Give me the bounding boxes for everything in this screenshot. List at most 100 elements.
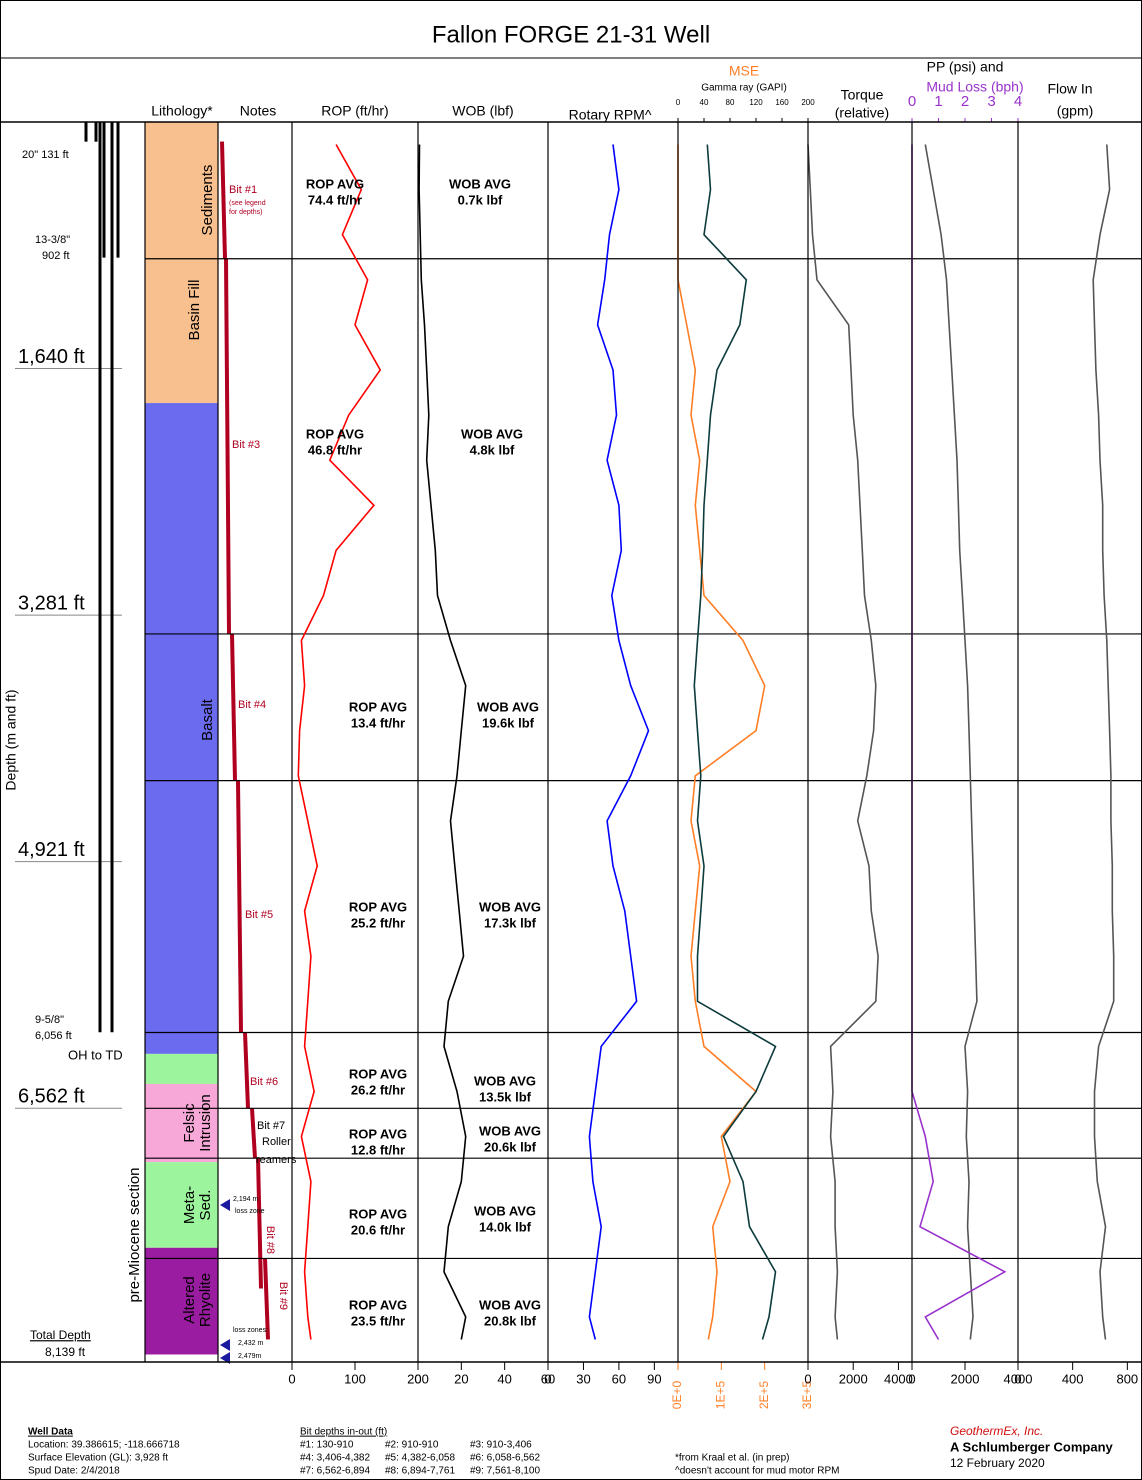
track-title: WOB (lbf)	[452, 103, 513, 119]
wob-average: 0.7k lbf	[458, 192, 503, 207]
note-text: Bit #6	[250, 1076, 278, 1088]
open-hole-label: OH to TD	[68, 1047, 123, 1062]
log-curve	[588, 144, 650, 1340]
note-text: Roller	[262, 1136, 291, 1148]
lithology-unit	[145, 1053, 218, 1084]
lithology-unit	[145, 1247, 218, 1355]
bit-depths-title: Bit depths in-out (ft)	[300, 1427, 387, 1438]
tick-label: 0	[414, 1371, 421, 1386]
rop-average: 74.4 ft/hr	[308, 192, 362, 207]
tick-label: 200	[801, 98, 815, 107]
bit-depth: #9: 7,561-8,100	[470, 1466, 540, 1477]
lithology-title: Lithology*	[151, 103, 213, 119]
track-title: Torque	[841, 87, 884, 103]
tick-label: 0	[676, 98, 681, 107]
wob-average: 17.3k lbf	[484, 915, 537, 930]
total-depth-value: 8,139 ft	[45, 1345, 86, 1359]
rop-average: 13.4 ft/hr	[351, 715, 405, 730]
loss-zone-marker	[220, 1199, 230, 1211]
bit-run	[230, 633, 237, 781]
bit-run	[236, 780, 243, 1033]
footnote: *from Kraal et al. (in prep)	[675, 1453, 790, 1464]
tick-label: 160	[775, 98, 789, 107]
bit-run	[250, 1108, 257, 1159]
well-data: Well Data	[28, 1427, 73, 1438]
bit-depth: #4: 3,406-4,382	[300, 1453, 370, 1464]
tick-label: 90	[647, 1371, 661, 1386]
bit-depth: #6: 6,058-6,562	[470, 1453, 540, 1464]
tick-label: 0	[908, 93, 916, 110]
tick-label: 1	[934, 93, 942, 110]
casing-label: 902 ft	[42, 250, 70, 262]
log-curve	[1092, 144, 1115, 1340]
bit-depth: #3: 910-3,406	[470, 1440, 532, 1451]
tick-label: 200	[407, 1371, 429, 1386]
log-curve	[297, 144, 382, 1340]
loss-zone-marker	[220, 1339, 230, 1351]
bit-run	[263, 1258, 270, 1340]
wob-average: WOB AVG	[479, 1297, 541, 1312]
tick-label: 0	[1014, 1371, 1021, 1386]
lithology-unit	[145, 1162, 218, 1248]
note-text: reamers	[256, 1154, 297, 1166]
note-text: Bit #1	[229, 184, 257, 196]
casing-label: 6,056 ft	[35, 1030, 72, 1042]
wob-average: WOB AVG	[474, 1073, 536, 1088]
well-data: Spud Date: 2/4/2018	[28, 1466, 120, 1477]
wob-average: 19.6k lbf	[482, 715, 535, 730]
lithology-label: Basalt	[199, 698, 216, 741]
tick-label: 1E+5	[714, 1380, 728, 1409]
wob-average: 20.8k lbf	[484, 1313, 537, 1328]
note-text: loss zone	[235, 1208, 265, 1215]
note-text: 2,479m	[238, 1353, 262, 1360]
bit-depth: #1: 130-910	[300, 1440, 354, 1451]
log-curve	[677, 144, 766, 1340]
rop-average: ROP AVG	[349, 1297, 407, 1312]
track-title: ROP (ft/hr)	[321, 103, 388, 119]
tick-label: 3E+5	[800, 1380, 814, 1409]
lithology-label: Basin Fill	[186, 280, 203, 341]
well-data: Location: 39.386615; -118.666718	[28, 1440, 180, 1451]
bit-run	[220, 141, 227, 259]
company: A Schlumberger Company	[950, 1439, 1114, 1454]
wob-average: 13.5k lbf	[479, 1089, 532, 1104]
lithology-label: Rhyolite	[197, 1273, 214, 1327]
rop-average: ROP AVG	[349, 699, 407, 714]
track-title: (gpm)	[1057, 103, 1094, 119]
tick-label: 0E+0	[670, 1380, 684, 1409]
note-text: Bit #3	[232, 439, 260, 451]
tick-label: 4	[1014, 93, 1022, 110]
tick-label: 120	[749, 98, 763, 107]
tick-label: 3	[987, 93, 995, 110]
bit-depth: #7: 6,562-6,894	[300, 1466, 370, 1477]
tick-label: 0	[804, 1371, 811, 1386]
tick-label: 0	[544, 1371, 551, 1386]
total-depth-label: Total Depth	[30, 1328, 91, 1342]
note-text: 2,432 m	[238, 1340, 263, 1347]
tick-label: 0	[288, 1371, 295, 1386]
wob-average: WOB AVG	[479, 1123, 541, 1138]
tick-label: 400	[1062, 1371, 1084, 1386]
rop-average: ROP AVG	[306, 426, 364, 441]
well-data: Surface Elevation (GL): 3,928 ft	[28, 1453, 168, 1464]
bit-run	[243, 1032, 250, 1109]
depth-tick-label: 3,281 ft	[18, 592, 85, 614]
lithology-label: Felsic	[181, 1103, 198, 1143]
tick-label: 20	[454, 1371, 468, 1386]
log-curve	[807, 144, 879, 1340]
rop-average: 46.8 ft/hr	[308, 442, 362, 457]
wob-average: WOB AVG	[479, 899, 541, 914]
lithology-label: Altered	[181, 1276, 198, 1324]
section-label: pre-Miocene section	[126, 1167, 143, 1302]
tick-label: 0	[908, 1371, 915, 1386]
wob-average: WOB AVG	[461, 426, 523, 441]
casing-label: 20" 131 ft	[22, 149, 69, 161]
casing-label: 13-3/8"	[35, 234, 70, 246]
note-text: for depths)	[229, 209, 262, 216]
track-title: (relative)	[835, 105, 889, 121]
note-text: 2,194 m	[233, 1196, 258, 1203]
tick-label: 30	[576, 1371, 590, 1386]
wob-average: WOB AVG	[449, 176, 511, 191]
tick-label: 60	[612, 1371, 626, 1386]
